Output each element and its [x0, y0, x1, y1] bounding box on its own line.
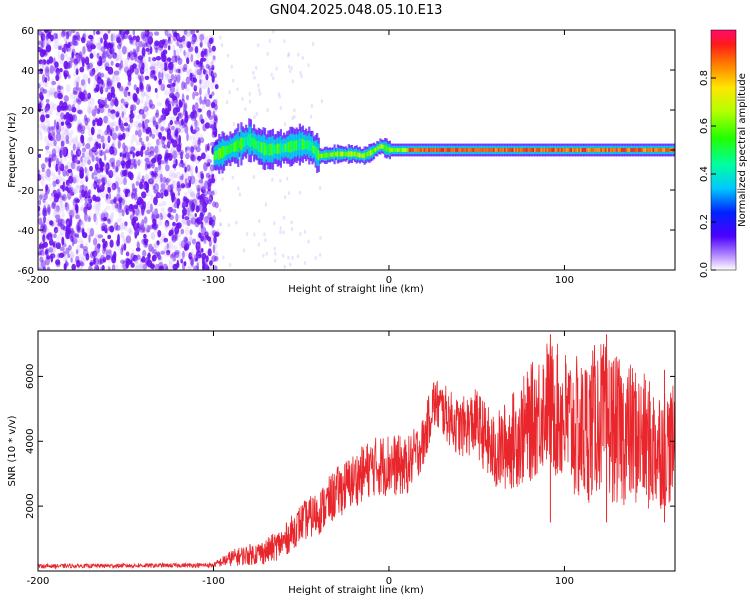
snr-x-axis-label: Height of straight line (km): [288, 585, 424, 596]
y-tick-label: 60: [21, 26, 34, 37]
spectrogram-y-axis-label: Frequency (Hz): [7, 112, 18, 188]
spectrogram-x-axis-label: Height of straight line (km): [288, 284, 424, 295]
figure-title: GN04.2025.048.05.10.E13: [270, 3, 443, 18]
x-tick-label: -100: [202, 576, 225, 587]
y-tick-label: 4000: [25, 429, 36, 454]
snr-panel: -200 -100 0 100 2000 4000 6000 Height of stra…: [7, 330, 676, 596]
y-tick-label: 6000: [25, 364, 36, 389]
x-tick-label: 0: [386, 275, 392, 286]
x-tick-label: 0: [386, 576, 392, 587]
colorbar-ticks: 0.0 0.2 0.4 0.6 0.8: [699, 70, 716, 278]
y-tick-label: 40: [21, 66, 34, 77]
y-tick-label: -40: [18, 226, 34, 237]
spectrogram-x-ticks: -200 -100 0 100: [27, 30, 574, 286]
x-tick-label: 100: [555, 576, 574, 587]
colorbar: 0.0 0.2 0.4 0.6 0.8 Normalized spectral ampl…: [699, 29, 748, 278]
snr-series: [38, 334, 675, 570]
y-tick-label: -20: [18, 186, 34, 197]
snr-line: [38, 343, 675, 570]
spectrogram-panel: -200 -100 0 100 60 40 20 0 -20 -40 -60 Height of …: [7, 26, 676, 295]
signal-band: [213, 118, 675, 174]
colorbar-label: Normalized spectral amplitude: [737, 73, 748, 227]
y-tick-label: -60: [18, 266, 34, 277]
snr-y-ticks: 2000 4000 6000: [25, 364, 675, 519]
colorbar-tick-label: 0.6: [699, 118, 710, 134]
colorbar-tick-label: 0.8: [699, 70, 710, 86]
x-tick-label: 100: [555, 275, 574, 286]
x-tick-label: -100: [202, 275, 225, 286]
colorbar-tick-label: 0.2: [699, 214, 710, 230]
colorbar-tick-label: 0.4: [699, 166, 710, 182]
snr-plot-frame: [37, 330, 676, 572]
colorbar-tick-label: 0.0: [699, 262, 710, 278]
noise-cloud: [38, 30, 324, 270]
y-tick-label: 0: [28, 146, 34, 157]
y-tick-label: 2000: [25, 493, 36, 518]
y-tick-label: 20: [21, 106, 34, 117]
snr-y-axis-label: SNR (10 * v/v): [7, 415, 18, 486]
snr-x-ticks: -200 -100 0 100: [27, 331, 574, 587]
colorbar-gradient: [710, 29, 737, 271]
spectrogram-y-ticks: 60 40 20 0 -20 -40 -60: [18, 26, 675, 277]
x-tick-label: -200: [27, 275, 50, 286]
x-tick-label: -200: [27, 576, 50, 587]
